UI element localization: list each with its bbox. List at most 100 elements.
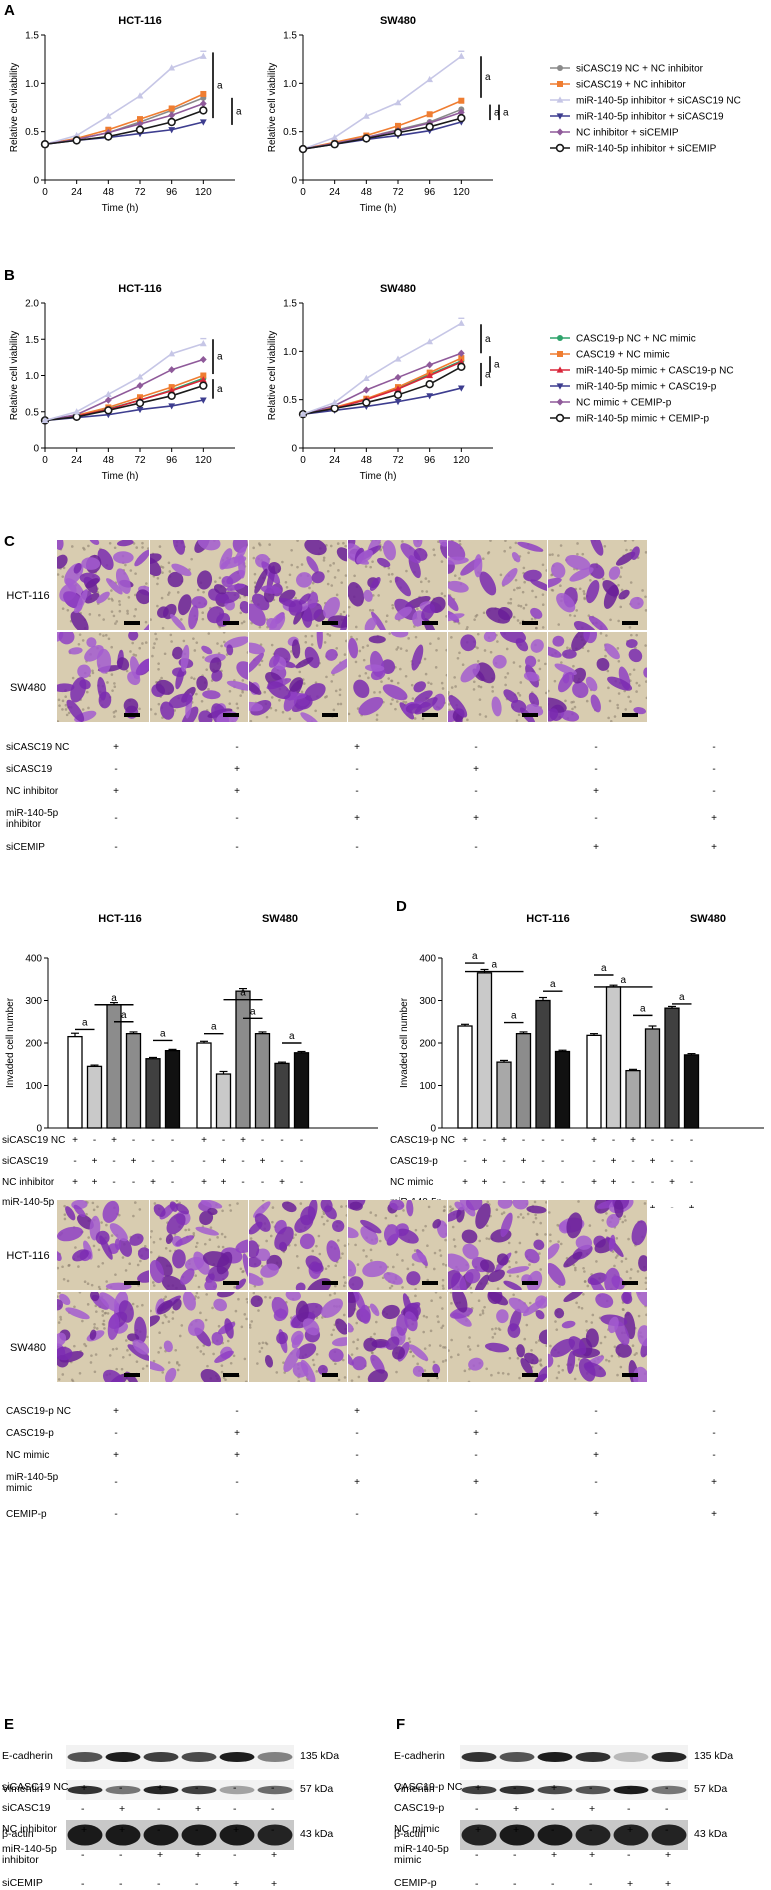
- y-tick-label: 400: [419, 954, 436, 965]
- condition-sign: +: [473, 1477, 479, 1488]
- pore: [157, 662, 160, 665]
- pore: [350, 1379, 354, 1382]
- stained-cell: [382, 684, 408, 701]
- pore: [545, 1344, 547, 1348]
- blot-band: [537, 1824, 573, 1846]
- pore: [514, 578, 518, 582]
- pore: [82, 546, 85, 550]
- condition-sign: +: [591, 1177, 597, 1188]
- pore: [634, 646, 637, 650]
- pore: [106, 681, 109, 684]
- pore: [355, 637, 359, 641]
- stained-cell: [556, 592, 576, 613]
- stained-cell: [630, 546, 640, 560]
- stained-cell: [217, 1292, 235, 1298]
- pore: [154, 712, 157, 716]
- pore: [375, 718, 379, 721]
- micrograph-image: [249, 1200, 347, 1290]
- condition-sign: -: [93, 1135, 96, 1146]
- stained-cell: [511, 552, 521, 563]
- stained-cell: [260, 1263, 279, 1278]
- pore: [509, 597, 513, 601]
- pore: [249, 719, 253, 722]
- y-tick-label: 1.0: [283, 347, 297, 358]
- stained-cell: [135, 658, 149, 676]
- stained-cell: [255, 1248, 271, 1262]
- pore: [236, 1202, 239, 1205]
- pore: [450, 1338, 453, 1342]
- stained-cell: [383, 540, 396, 561]
- pore: [576, 552, 579, 556]
- bar: [196, 1042, 212, 1129]
- pore: [182, 639, 186, 643]
- pore: [112, 711, 116, 714]
- data-point: [40, 140, 50, 149]
- stained-cell: [196, 675, 208, 691]
- pore: [391, 698, 394, 701]
- stained-cell: [523, 671, 540, 682]
- pore: [410, 683, 414, 687]
- stained-cell: [102, 1200, 120, 1223]
- stained-cell: [614, 1320, 630, 1346]
- stained-cell: [191, 596, 208, 609]
- stained-cell: [383, 1224, 400, 1244]
- stained-cell: [335, 1318, 347, 1335]
- pore: [212, 1352, 215, 1356]
- pore: [310, 634, 314, 638]
- scale-bar: [124, 621, 140, 625]
- stained-cell: [367, 1369, 388, 1382]
- pore: [625, 1270, 629, 1274]
- pore: [342, 1313, 346, 1317]
- stained-cell: [590, 694, 601, 713]
- data-point: [331, 398, 339, 406]
- pore: [456, 656, 460, 660]
- pore: [617, 660, 621, 663]
- pore: [110, 1234, 114, 1237]
- blot-condition-sign: -: [119, 1849, 123, 1861]
- pore: [364, 565, 368, 568]
- pore: [141, 642, 144, 645]
- stained-cell: [492, 654, 507, 669]
- condition-label: CASC19-p NC: [6, 1406, 72, 1417]
- condition-sign: +: [111, 1135, 117, 1146]
- micrograph-c-hct116-3: [348, 540, 447, 630]
- pore: [325, 695, 328, 698]
- pore: [595, 1260, 598, 1263]
- stained-cell: [628, 648, 643, 663]
- stained-cell: [300, 712, 319, 722]
- legend-label: NC mimic + CEMIP-p: [576, 398, 672, 409]
- chart-title: HCT-116: [118, 15, 161, 27]
- significance-mark: a: [236, 106, 242, 117]
- blot-condition-sign: +: [195, 1849, 202, 1861]
- pore: [338, 693, 342, 697]
- pore: [199, 1350, 203, 1353]
- data-point: [41, 416, 49, 424]
- stained-cell: [323, 596, 340, 619]
- significance-mark: a: [82, 1017, 88, 1028]
- pore: [320, 1215, 324, 1219]
- pore: [207, 632, 211, 635]
- condition-sign: -: [712, 1428, 716, 1439]
- stained-cell: [233, 546, 247, 564]
- scale-bar: [223, 1373, 239, 1377]
- pore: [574, 1268, 577, 1272]
- pore: [152, 1359, 156, 1363]
- pore: [519, 604, 523, 608]
- stained-cell: [348, 1276, 364, 1290]
- pore: [101, 1322, 105, 1326]
- stained-cell: [480, 1259, 495, 1273]
- pore: [644, 551, 647, 554]
- condition-label: siCASC19 NC: [6, 742, 70, 753]
- data-point: [73, 408, 81, 415]
- pore: [473, 618, 476, 621]
- micrograph-d-hct116-2: [249, 1200, 347, 1290]
- pore: [629, 700, 632, 703]
- significance-mark: a: [485, 370, 491, 381]
- pore: [226, 1339, 230, 1343]
- stained-cell: [551, 562, 566, 579]
- bar: [515, 1033, 532, 1129]
- stained-cell: [566, 1212, 583, 1239]
- blot-condition-sign: +: [157, 1849, 164, 1861]
- pore: [110, 610, 114, 613]
- bar: [554, 1050, 571, 1129]
